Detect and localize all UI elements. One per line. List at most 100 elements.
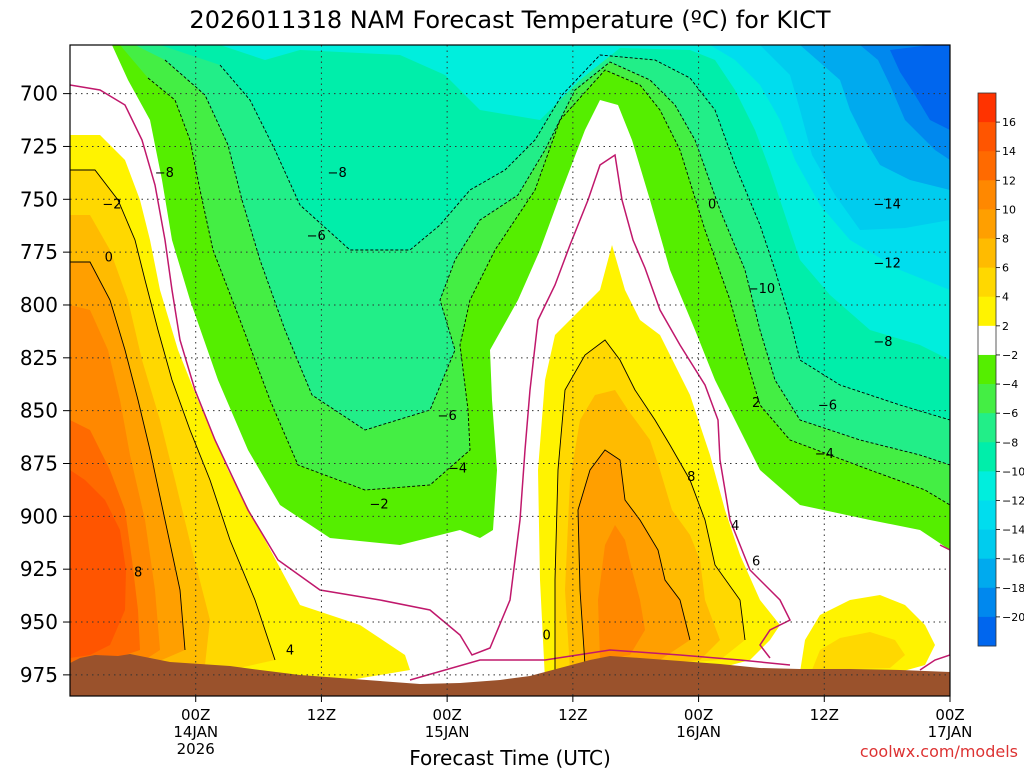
colorbar-label-7: 2 xyxy=(1002,320,1009,333)
x-tick-label-42: 12Z xyxy=(558,706,587,724)
y-tick-label-875: 875 xyxy=(20,452,58,476)
contour-dashed-cold-2 xyxy=(164,59,950,466)
x-tick-sublabel-6-1: 2026 xyxy=(177,740,215,758)
band-minus8 xyxy=(160,45,950,420)
y-axis: 700 725 750 775 800 825 850 875 900 925 950 975 xyxy=(20,82,70,687)
colorbar-label-4: 8 xyxy=(1002,233,1009,246)
plot-frame xyxy=(69,44,951,697)
colorbar-label-10: −6 xyxy=(1002,407,1018,420)
contour-label-20: −6 xyxy=(818,398,837,413)
x-tick-label-54: 00Z xyxy=(684,706,713,724)
contour-label-4: −6 xyxy=(307,229,326,244)
contour-label-15: 6 xyxy=(752,555,760,570)
band-4-lowright xyxy=(812,632,905,670)
contour-label-21: −4 xyxy=(815,447,834,462)
contour-label-3: 0 xyxy=(105,250,113,265)
y-tick-label-800: 800 xyxy=(20,293,58,317)
x-tick-sublabel-6-0: 14JAN xyxy=(173,723,218,741)
colorbar-swatch-4 xyxy=(978,209,996,239)
contour-label-7: −2 xyxy=(369,498,388,513)
y-tick-label-750: 750 xyxy=(20,187,58,211)
colorbar: 16 14 12 10 8 6 4 2 −2 −4 −6 −8 −10 −12 −14 −16 −18 −20 xyxy=(977,92,1024,647)
band-14-left xyxy=(70,470,126,658)
colorbar-label-5: 6 xyxy=(1002,262,1009,275)
contour-label-14: 4 xyxy=(731,519,739,534)
colorbar-frame xyxy=(977,92,997,647)
colorbar-swatch-10 xyxy=(978,384,996,414)
x-tick-label-78: 00Z xyxy=(935,706,964,724)
contour-label-13: 8 xyxy=(687,470,695,485)
contour-solid-warm-left-2 xyxy=(70,261,186,651)
colorbar-label-8: −2 xyxy=(1002,349,1018,362)
contour-labels: −8 −8 −2 0 −6 −6 −4 −2 8 4 0 0 2 8 4 6 −10 −14 −12 −8 −6 −4 xyxy=(102,166,901,659)
colorbar-label-1: 14 xyxy=(1002,145,1016,158)
contour-label-10: 0 xyxy=(543,629,551,644)
colorbar-label-17: −20 xyxy=(1002,611,1024,624)
contour-solid-warm-right-2 xyxy=(577,449,691,666)
plot-area xyxy=(70,45,950,696)
contour-solid-warm-right xyxy=(554,339,746,675)
contour-solid-warm-left xyxy=(70,169,276,661)
colorbar-swatch-2 xyxy=(978,151,996,181)
x-tick-sublabel-54-0: 16JAN xyxy=(676,723,721,741)
y-tick-label-975: 975 xyxy=(20,663,58,687)
contour-label-9: 4 xyxy=(286,644,294,659)
grid-lines xyxy=(70,45,951,696)
colorbar-label-15: −16 xyxy=(1002,553,1024,566)
colorbar-label-9: −4 xyxy=(1002,378,1018,391)
x-tick-label-30: 00Z xyxy=(432,706,461,724)
contour-label-11: 0 xyxy=(708,198,716,213)
x-tick-label-6: 00Z xyxy=(181,706,210,724)
x-tick-label-18: 12Z xyxy=(307,706,336,724)
contour-label-0: −8 xyxy=(155,166,174,181)
colorbar-swatch-11 xyxy=(978,413,996,443)
temperature-fill xyxy=(70,45,950,685)
contour-label-16: −10 xyxy=(748,282,775,297)
contour-label-17: −14 xyxy=(873,198,900,213)
surface-terrain xyxy=(70,654,950,696)
colorbar-swatch-13 xyxy=(978,471,996,501)
colorbar-swatch-7 xyxy=(978,296,996,327)
colorbar-label-2: 12 xyxy=(1002,174,1016,187)
colorbar-label-12: −10 xyxy=(1002,465,1024,478)
colorbar-label-14: −14 xyxy=(1002,524,1024,537)
y-tick-label-775: 775 xyxy=(20,240,58,264)
contour-label-1: −8 xyxy=(328,166,347,181)
colorbar-swatch-5 xyxy=(978,238,996,269)
colorbar-swatch-1 xyxy=(978,122,996,152)
y-tick-label-925: 925 xyxy=(20,557,58,581)
x-tick-label-66: 12Z xyxy=(810,706,839,724)
colorbar-swatch-9 xyxy=(978,354,996,385)
colorbar-label-16: −18 xyxy=(1002,582,1024,595)
colorbar-label-11: −8 xyxy=(1002,436,1018,449)
chart-title: 2026011318 NAM Forecast Temperature (ºC)… xyxy=(189,6,830,34)
x-tick-sublabel-78-0: 17JAN xyxy=(928,723,973,741)
contour-label-18: −12 xyxy=(873,257,900,272)
contour-label-19: −8 xyxy=(873,335,892,350)
colorbar-swatch-0 xyxy=(978,93,996,123)
contour-0-lower xyxy=(409,649,791,681)
y-tick-label-725: 725 xyxy=(20,134,58,158)
colorbar-label-3: 10 xyxy=(1002,203,1016,216)
freezing-line-right xyxy=(919,544,950,671)
contour-lines xyxy=(70,54,950,681)
colorbar-label-6: 4 xyxy=(1002,291,1009,304)
contour-label-6: −4 xyxy=(448,462,467,477)
x-tick-sublabel-30-0: 15JAN xyxy=(425,723,470,741)
contour-label-2: −2 xyxy=(102,198,121,213)
colorbar-label-13: −12 xyxy=(1002,494,1024,507)
colorbar-swatch-8 xyxy=(978,325,996,356)
y-tick-label-850: 850 xyxy=(20,399,58,423)
colorbar-swatch-17 xyxy=(978,587,996,618)
x-axis-label: Forecast Time (UTC) xyxy=(409,746,611,768)
watermark: coolwx.com/models xyxy=(860,742,1018,761)
contour-dashed-cold-3 xyxy=(219,54,950,421)
contour-label-12: 2 xyxy=(752,396,760,411)
colorbar-swatch-6 xyxy=(978,267,996,298)
contour-label-8: 8 xyxy=(134,565,142,580)
colorbar-swatch-18 xyxy=(978,616,996,647)
y-tick-label-950: 950 xyxy=(20,610,58,634)
contour-label-5: −6 xyxy=(438,409,457,424)
